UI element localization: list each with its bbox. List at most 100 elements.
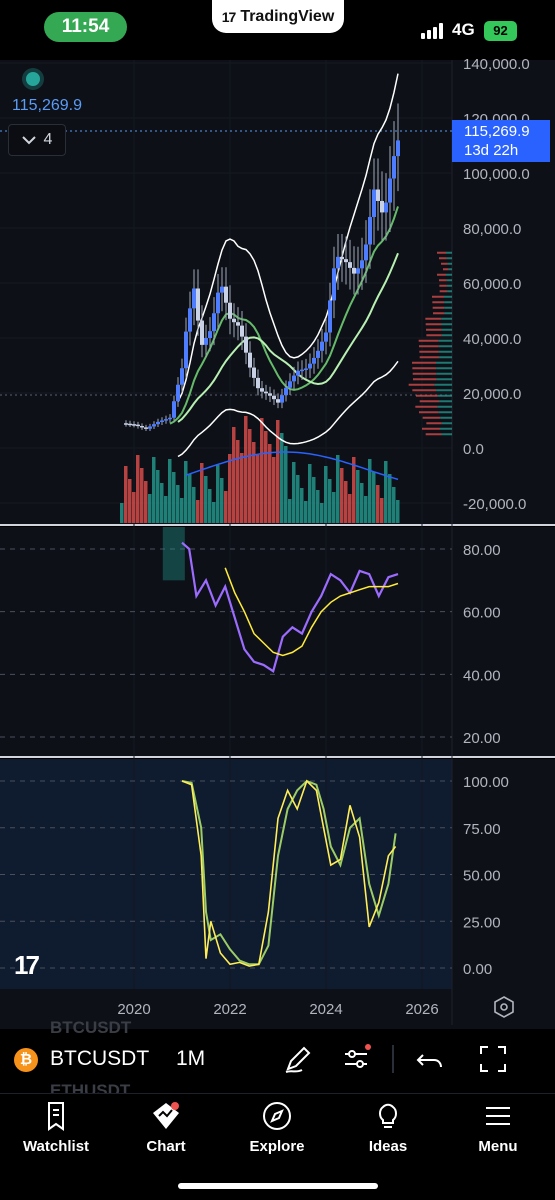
tab-menu[interactable]: Menu (448, 1100, 548, 1155)
volume-profile-bar (446, 284, 452, 287)
indicators-settings-icon[interactable] (340, 1043, 372, 1075)
volume-bar (312, 477, 316, 523)
bitcoin-icon: ₿ (14, 1048, 38, 1072)
volume-bar (324, 466, 328, 523)
volume-bar (140, 468, 144, 523)
volume-profile-bar (432, 295, 444, 298)
rsi-overbought-fill (162, 527, 185, 581)
volume-profile-bar (416, 394, 438, 397)
candle-body (396, 140, 400, 157)
candle-body (280, 395, 284, 403)
volume-bar (136, 455, 140, 523)
fullscreen-icon[interactable] (477, 1043, 509, 1075)
volume-bar (348, 494, 352, 523)
tab-ideas[interactable]: Ideas (338, 1100, 438, 1155)
candle-body (228, 302, 232, 319)
volume-bar (124, 466, 128, 523)
rsi-tick-label: 40.00 (463, 667, 501, 684)
volume-bar (252, 442, 256, 523)
volume-profile-bar (438, 350, 452, 353)
tab-explore[interactable]: Explore (227, 1100, 327, 1155)
rsi-pane-bg (0, 527, 555, 757)
tab-ideas-label: Ideas (368, 1138, 408, 1155)
volume-bar (236, 440, 240, 523)
symbol-selector[interactable]: BTCUSDT (50, 1047, 150, 1070)
candle-body (260, 388, 264, 392)
volume-ma-line (185, 451, 399, 481)
candle-body (296, 370, 300, 376)
drawing-tools-icon[interactable] (282, 1043, 314, 1075)
last-price-label: 115,269.9 (12, 97, 82, 114)
candle-body (252, 367, 256, 378)
time-tick-label: 2026 (405, 1001, 438, 1018)
volume-bar (176, 485, 180, 523)
candle-body (168, 417, 172, 420)
volume-profile-bar (440, 416, 452, 419)
volume-bar (300, 488, 304, 523)
volume-profile-bar (437, 273, 446, 276)
time-axis-bg (0, 989, 555, 1029)
volume-profile-bar (426, 334, 442, 337)
volume-bar (164, 496, 168, 523)
volume-profile-bar (439, 356, 452, 359)
volume-bar (152, 457, 156, 523)
candle-body (204, 338, 208, 345)
volume-profile-bar (436, 367, 452, 370)
volume-profile-bar (441, 317, 452, 320)
tab-chart[interactable]: Chart (116, 1100, 216, 1155)
volume-bar (372, 472, 376, 523)
live-indicator-icon (26, 72, 40, 86)
volume-profile-bar (441, 433, 452, 436)
volume-profile-bar (439, 284, 447, 287)
candle-body (140, 426, 144, 428)
volume-bar (352, 457, 356, 523)
volume-profile-bar (439, 279, 447, 282)
volume-bar (244, 416, 248, 523)
battery-value: 92 (493, 23, 508, 38)
bollinger-upper-band (177, 73, 399, 402)
candle-body (292, 375, 296, 382)
compass-icon (263, 1102, 291, 1130)
undo-icon[interactable] (414, 1043, 446, 1075)
ghost-symbol-1: BTCUSDT (50, 1018, 132, 1037)
candle-body (132, 424, 136, 426)
candle-body (352, 267, 356, 274)
candle-body (232, 318, 236, 323)
price-tick-label: 20,000.0 (463, 386, 521, 403)
volume-profile-bar (444, 306, 452, 309)
volume-bar (368, 459, 372, 523)
candle-body (208, 331, 212, 338)
signal-strength-icon (421, 23, 443, 39)
candle-body (332, 268, 336, 301)
volume-bar (336, 455, 340, 523)
tradingview-watermark-icon: 17 (14, 950, 40, 980)
volume-bar (168, 459, 172, 523)
volume-bar (256, 455, 260, 523)
volume-profile-bar (437, 394, 452, 397)
volume-bar (304, 501, 308, 523)
rsi-tick-label: 80.00 (463, 542, 501, 559)
volume-profile-bar (425, 323, 442, 326)
price-tick-label: 60,000.0 (463, 276, 521, 293)
tab-watchlist[interactable]: Watchlist (6, 1100, 106, 1155)
volume-bar (160, 483, 164, 523)
volume-bar (272, 457, 276, 523)
volume-bar (392, 487, 396, 523)
candle-body (304, 368, 308, 370)
lightbulb-icon (379, 1103, 397, 1128)
candle-body (176, 384, 180, 402)
volume-profile-bar (433, 312, 445, 315)
volume-bar (280, 433, 284, 523)
volume-bar (296, 475, 300, 523)
volume-profile-bar (419, 411, 439, 414)
interval-selector[interactable]: 1M (176, 1047, 206, 1070)
indicators-collapse-button[interactable]: 4 (8, 124, 66, 156)
battery-level: 92 (484, 21, 517, 41)
axis-settings-icon[interactable] (492, 995, 516, 1019)
candle-body (264, 391, 268, 394)
volume-profile-bar (422, 427, 440, 430)
candle-body (360, 260, 364, 269)
volume-bar (200, 463, 204, 523)
volume-profile-bar (444, 301, 452, 304)
app-brand-pill[interactable]: 17 TradingView (212, 0, 344, 33)
